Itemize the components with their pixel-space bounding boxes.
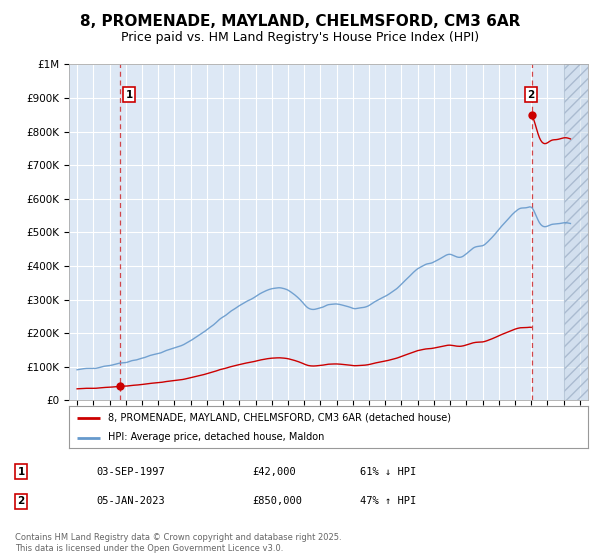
Text: £850,000: £850,000 (252, 496, 302, 506)
Text: 61% ↓ HPI: 61% ↓ HPI (360, 466, 416, 477)
Text: 8, PROMENADE, MAYLAND, CHELMSFORD, CM3 6AR: 8, PROMENADE, MAYLAND, CHELMSFORD, CM3 6… (80, 14, 520, 29)
Text: 1: 1 (125, 90, 133, 100)
Text: Contains HM Land Registry data © Crown copyright and database right 2025.
This d: Contains HM Land Registry data © Crown c… (15, 533, 341, 553)
Bar (563, 64, 588, 400)
Text: Price paid vs. HM Land Registry's House Price Index (HPI): Price paid vs. HM Land Registry's House … (121, 31, 479, 44)
Text: 2: 2 (17, 496, 25, 506)
Text: 47% ↑ HPI: 47% ↑ HPI (360, 496, 416, 506)
Text: £42,000: £42,000 (252, 466, 296, 477)
Text: 1: 1 (17, 466, 25, 477)
Bar (563, 64, 588, 400)
Text: HPI: Average price, detached house, Maldon: HPI: Average price, detached house, Mald… (108, 432, 325, 442)
Text: 03-SEP-1997: 03-SEP-1997 (96, 466, 165, 477)
Text: 2: 2 (527, 90, 535, 100)
Text: 8, PROMENADE, MAYLAND, CHELMSFORD, CM3 6AR (detached house): 8, PROMENADE, MAYLAND, CHELMSFORD, CM3 6… (108, 413, 451, 423)
Text: 05-JAN-2023: 05-JAN-2023 (96, 496, 165, 506)
